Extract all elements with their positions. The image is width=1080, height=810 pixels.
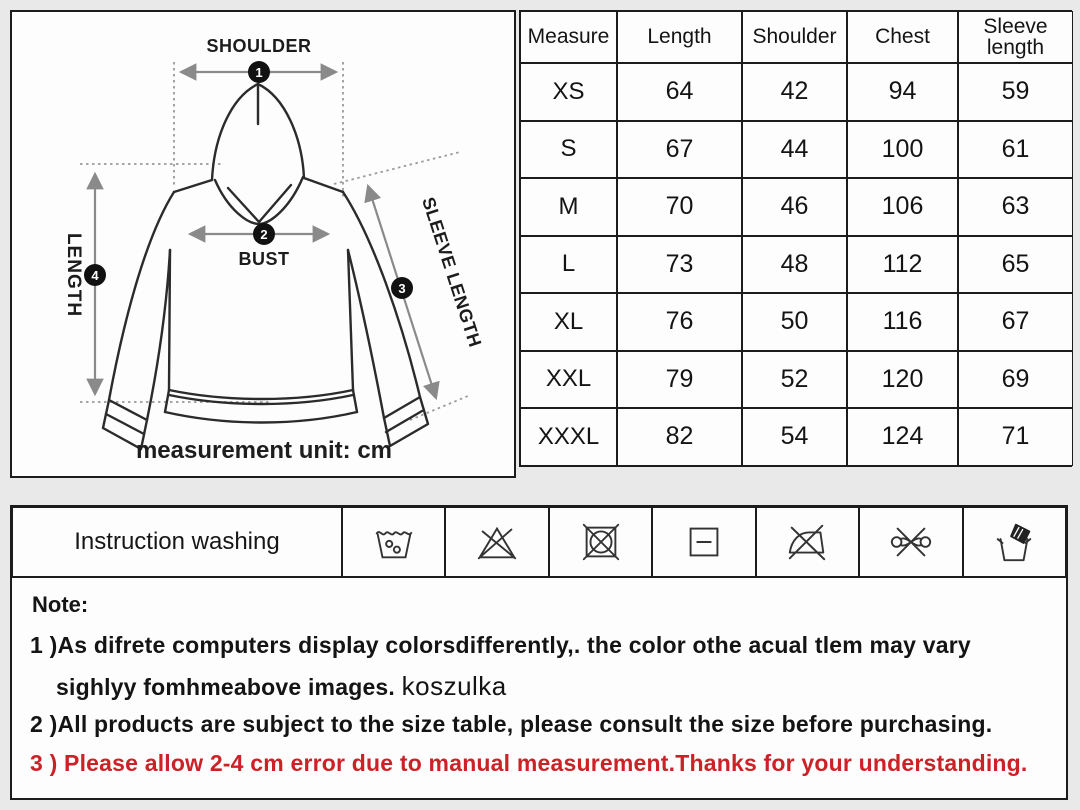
marker-3-badge [391, 277, 413, 299]
table-cell: 71 [958, 408, 1073, 466]
table-cell: XS [520, 63, 617, 121]
table-cell: 106 [847, 178, 958, 236]
table-cell: 112 [847, 235, 958, 294]
table-cell: 120 [847, 350, 958, 409]
table-cell: 42 [742, 63, 847, 121]
table-cell: 50 [742, 293, 847, 351]
table-cell: 79 [617, 350, 742, 409]
notes-section: Note: 1 )As difrete computers display co… [12, 578, 1066, 777]
washing-instruction-row: Instruction washing [12, 507, 1066, 578]
note-line-1b-bold: sighlyy fomhmeabove images. [56, 674, 396, 700]
size-table-header-measure: Measure [520, 11, 617, 63]
do-not-tumble-dry-icon [582, 523, 619, 561]
table-cell: 124 [847, 408, 958, 466]
dotted-guide-lines [80, 62, 469, 421]
machine-wash-gentle-icon [375, 531, 412, 559]
marker-1-badge [248, 61, 270, 83]
length-label: LENGTH [63, 233, 84, 317]
table-cell: 54 [742, 408, 847, 466]
length-measure: 4 LENGTH [63, 171, 106, 397]
washing-icon-cell [548, 507, 653, 577]
table-cell: 63 [958, 178, 1073, 236]
table-cell: 52 [742, 350, 847, 409]
table-cell: 70 [617, 178, 742, 236]
table-cell: 76 [617, 293, 742, 351]
table-cell: 59 [958, 63, 1073, 121]
note-line-2: 2 )All products are subject to the size … [30, 711, 993, 737]
washing-instruction-title: Instruction washing [12, 507, 342, 577]
sleeve-length-label: SLEEVE LENGTH [418, 195, 485, 350]
table-cell: 61 [958, 120, 1073, 179]
marker-1-number: 1 [255, 65, 262, 80]
marker-3-number: 3 [398, 281, 405, 296]
note-line-1: 1 )As difrete computers display colorsdi… [30, 632, 971, 658]
table-cell: 67 [958, 293, 1073, 351]
shoulder-measure: SHOULDER 1 [178, 36, 339, 83]
do-not-bleach-icon [477, 526, 517, 560]
table-cell: XXXL [520, 408, 617, 466]
do-not-iron-icon [789, 524, 826, 561]
do-not-wring-icon [890, 527, 931, 557]
size-table-header-sleeve-length: Sleeve length [958, 11, 1073, 63]
table-cell: 94 [847, 63, 958, 121]
note-line-3-red: 3 ) Please allow 2-4 cm error due to man… [30, 750, 1028, 776]
table-cell: 48 [742, 235, 847, 294]
washing-icon-cell [755, 507, 860, 577]
note-heading: Note: [32, 592, 89, 617]
marker-2-number: 2 [260, 227, 267, 242]
bust-label: BUST [239, 249, 290, 269]
shoulder-label: SHOULDER [206, 36, 311, 56]
bust-measure: 2 BUST [187, 223, 331, 269]
table-cell: M [520, 178, 617, 236]
size-table-header-chest: Chest [847, 11, 958, 63]
care-and-notes-panel: Instruction washing [10, 505, 1068, 800]
note-line-1b: sighlyy fomhmeabove images. koszulka [56, 671, 1050, 702]
table-cell: XXL [520, 350, 617, 409]
measurement-unit-note: measurement unit: cm [136, 437, 392, 464]
measurement-diagram-panel: SHOULDER 1 2 BUST 4 LENGTH 3 SLEEVE LENG… [10, 10, 516, 478]
table-cell: 73 [617, 235, 742, 294]
washing-icon-cell [962, 507, 1066, 577]
washing-icon-cell [652, 507, 756, 577]
washing-icon-cell [859, 507, 963, 577]
hoodie-measurement-diagram: SHOULDER 1 2 BUST 4 LENGTH 3 SLEEVE LENG… [63, 36, 485, 464]
sleeve-length-measure: 3 SLEEVE LENGTH [364, 183, 485, 401]
table-cell: 46 [742, 178, 847, 236]
table-cell: XL [520, 293, 617, 351]
marker-4-number: 4 [91, 268, 99, 283]
table-cell: 65 [958, 235, 1073, 294]
table-cell: S [520, 120, 617, 179]
size-table-header-shoulder: Shoulder [742, 11, 847, 63]
dry-flat-icon [689, 527, 719, 557]
table-cell: 116 [847, 293, 958, 351]
table-cell: 82 [617, 408, 742, 466]
size-table: Measure Length Shoulder Chest Sleeve len… [519, 10, 1073, 467]
table-cell: 67 [617, 120, 742, 179]
size-table-header-length: Length [617, 11, 742, 63]
marker-2-badge [253, 223, 275, 245]
washing-icon-cell [445, 507, 549, 577]
table-cell: 69 [958, 350, 1073, 409]
table-cell: 44 [742, 120, 847, 179]
washing-icon-cell [342, 507, 446, 577]
table-cell: 64 [617, 63, 742, 121]
hand-wash-icon [997, 523, 1032, 562]
note-line-1b-regular: koszulka [401, 671, 507, 701]
table-cell: 100 [847, 120, 958, 179]
marker-4-badge [84, 264, 106, 286]
table-cell: L [520, 235, 617, 294]
